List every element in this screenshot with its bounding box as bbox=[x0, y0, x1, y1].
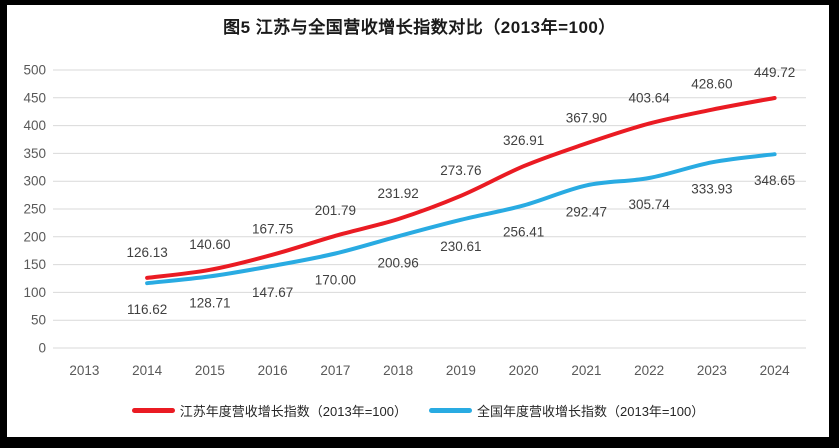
data-label-national: 116.62 bbox=[127, 302, 167, 317]
x-axis-label: 2016 bbox=[258, 363, 288, 378]
y-axis-label: 500 bbox=[23, 63, 46, 78]
x-axis-label: 2023 bbox=[697, 363, 727, 378]
legend-item-jiangsu: 江苏年度营收增长指数（2013年=100） bbox=[131, 401, 407, 420]
data-label-national: 348.65 bbox=[754, 173, 795, 188]
series-line-national bbox=[145, 152, 777, 286]
x-axis-label: 2014 bbox=[132, 363, 163, 378]
data-label-jiangsu: 231.92 bbox=[377, 186, 418, 201]
legend-label-national: 全国年度营收增长指数（2013年=100） bbox=[477, 404, 705, 419]
y-axis-label: 400 bbox=[23, 118, 46, 133]
national-series-swatch-icon bbox=[429, 408, 472, 413]
data-label-jiangsu: 126.13 bbox=[126, 245, 167, 260]
y-axis-label: 0 bbox=[38, 341, 46, 356]
data-label-jiangsu: 326.91 bbox=[503, 133, 544, 148]
data-label-jiangsu: 273.76 bbox=[440, 163, 481, 178]
data-label-national: 128.71 bbox=[189, 295, 230, 310]
x-axis-label: 2022 bbox=[634, 363, 664, 378]
data-label-jiangsu: 449.72 bbox=[754, 65, 795, 80]
y-axis-label: 150 bbox=[23, 257, 46, 272]
y-axis-label: 200 bbox=[23, 229, 46, 244]
data-label-national: 230.61 bbox=[440, 239, 481, 254]
data-label-national: 292.47 bbox=[566, 204, 607, 219]
legend-item-national: 全国年度营收增长指数（2013年=100） bbox=[429, 401, 704, 420]
y-axis-label: 100 bbox=[23, 285, 46, 300]
legend-label-jiangsu: 江苏年度营收增长指数（2013年=100） bbox=[179, 404, 407, 419]
data-label-national: 333.93 bbox=[691, 181, 732, 196]
y-axis-label: 250 bbox=[23, 202, 46, 217]
chart-panel bbox=[7, 5, 829, 437]
data-label-national: 200.96 bbox=[377, 255, 418, 270]
chart-legend: 江苏年度营收增长指数（2013年=100） 全国年度营收增长指数（2013年=1… bbox=[7, 401, 829, 420]
x-axis-label: 2020 bbox=[509, 363, 539, 378]
data-label-national: 147.67 bbox=[252, 285, 293, 300]
x-axis-label: 2021 bbox=[571, 363, 601, 378]
y-axis-label: 50 bbox=[31, 313, 46, 328]
x-axis-label: 2018 bbox=[383, 363, 413, 378]
series-line-jiangsu bbox=[145, 96, 777, 280]
y-axis-label: 450 bbox=[23, 90, 46, 105]
data-label-national: 305.74 bbox=[628, 197, 670, 212]
y-axis-label: 300 bbox=[23, 174, 46, 189]
x-axis-label: 2019 bbox=[446, 363, 476, 378]
data-label-jiangsu: 403.64 bbox=[628, 91, 670, 106]
data-label-jiangsu: 140.60 bbox=[189, 237, 230, 252]
chart-title: 图5 江苏与全国营收增长指数对比（2013年=100） bbox=[223, 18, 616, 37]
y-axis-label: 350 bbox=[23, 146, 46, 161]
jiangsu-series-swatch-icon bbox=[131, 408, 175, 413]
data-label-national: 170.00 bbox=[315, 272, 356, 287]
data-label-jiangsu: 201.79 bbox=[315, 203, 356, 218]
data-label-national: 256.41 bbox=[503, 224, 544, 239]
x-axis-label: 2017 bbox=[320, 363, 350, 378]
data-label-jiangsu: 167.75 bbox=[252, 222, 293, 237]
x-axis-label: 2013 bbox=[69, 363, 99, 378]
x-axis-label: 2015 bbox=[195, 363, 225, 378]
x-axis-label: 2024 bbox=[760, 363, 791, 378]
data-label-jiangsu: 367.90 bbox=[566, 110, 607, 125]
data-label-jiangsu: 428.60 bbox=[691, 77, 732, 92]
